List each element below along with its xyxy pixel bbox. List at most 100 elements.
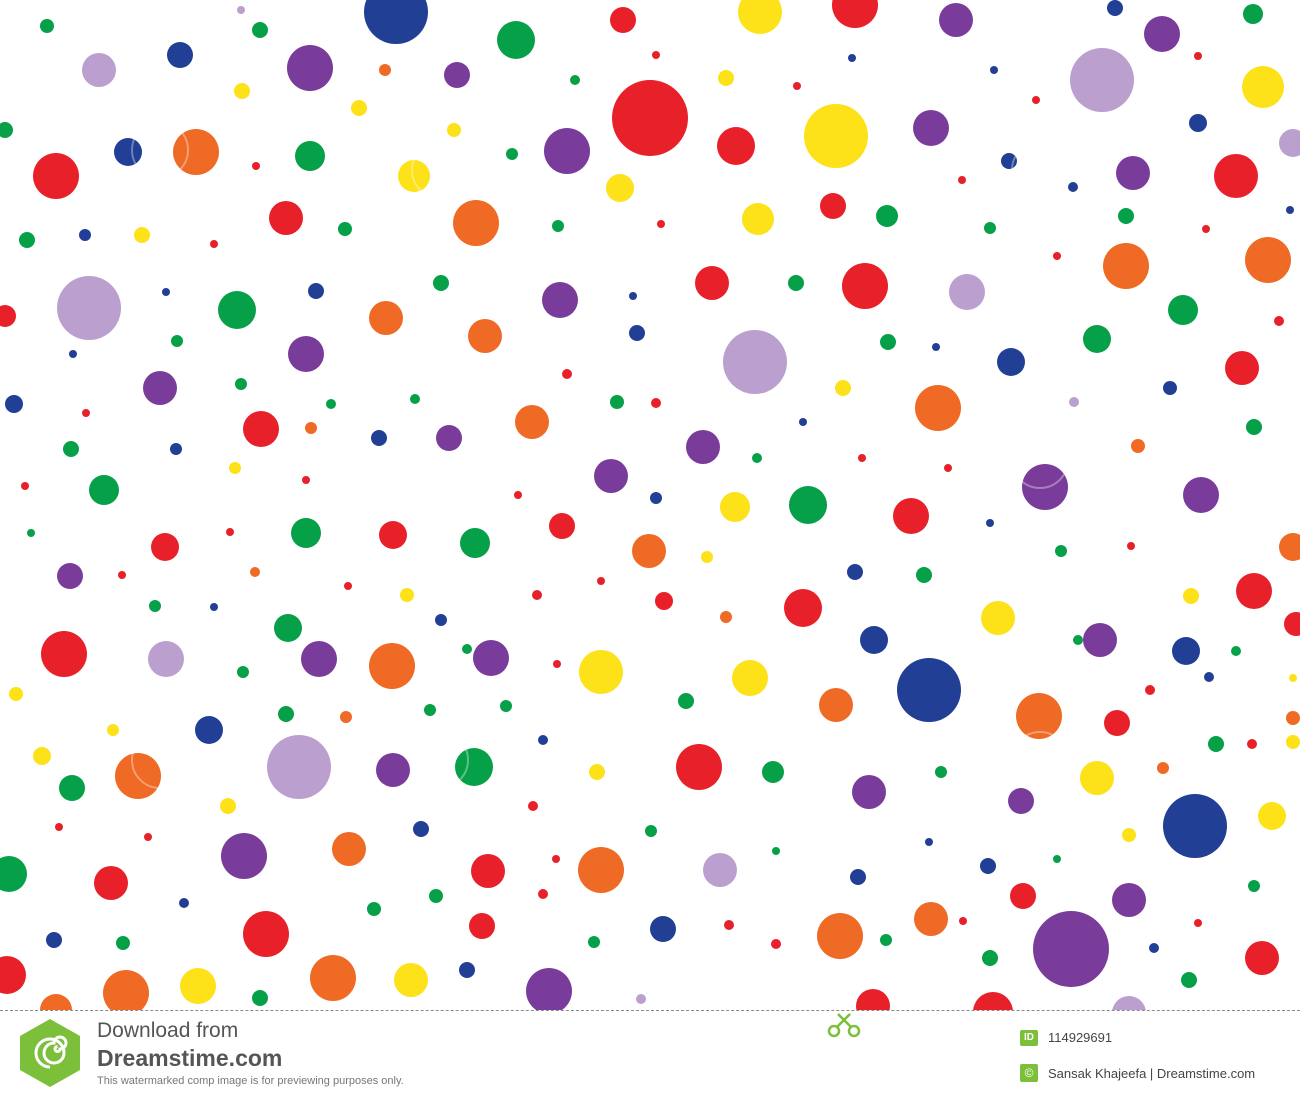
polka-dot <box>578 847 624 893</box>
polka-dot <box>562 369 572 379</box>
polka-dot <box>310 955 356 1001</box>
polka-dot <box>986 519 994 527</box>
polka-dot <box>1016 693 1062 739</box>
polka-dot <box>369 643 415 689</box>
polka-dot <box>701 551 713 563</box>
author-credit-text: Sansak Khajeefa | Dreamstime.com <box>1048 1066 1256 1081</box>
polka-dot <box>589 764 605 780</box>
polka-dot <box>723 330 787 394</box>
polka-dot <box>610 7 636 33</box>
polka-dot <box>252 162 260 170</box>
polka-dot <box>114 138 142 166</box>
polka-dot <box>1194 52 1202 60</box>
polka-dot <box>1070 48 1134 112</box>
polka-dot <box>234 83 250 99</box>
polka-dot <box>33 747 51 765</box>
polka-dot <box>1279 533 1300 561</box>
polka-dot <box>1245 941 1279 975</box>
polka-dot <box>981 601 1015 635</box>
polka-dot <box>939 3 973 37</box>
polka-dot <box>379 64 391 76</box>
polka-dot <box>1289 674 1297 682</box>
polka-dot <box>218 291 256 329</box>
polka-dot <box>847 564 863 580</box>
polka-dot <box>1183 477 1219 513</box>
polka-dot <box>40 19 54 33</box>
polka-dot <box>852 775 886 809</box>
polka-dot <box>552 220 564 232</box>
polka-dot <box>326 399 336 409</box>
polka-dot <box>1258 802 1286 830</box>
polka-dot <box>89 475 119 505</box>
polka-dot <box>226 528 234 536</box>
polka-dot <box>720 492 750 522</box>
polka-dot <box>473 640 509 676</box>
polka-dot <box>629 325 645 341</box>
polka-dot <box>1008 788 1034 814</box>
copyright-icon: © <box>1020 1064 1038 1082</box>
polka-dot <box>151 533 179 561</box>
polka-dot <box>799 418 807 426</box>
polka-dot <box>549 513 575 539</box>
polka-dot <box>462 644 472 654</box>
image-id-value: 114929691 <box>1048 1030 1113 1045</box>
polka-dot <box>55 823 63 831</box>
polka-dot <box>1274 316 1284 326</box>
polka-dot <box>1286 735 1300 749</box>
polka-dot <box>848 54 856 62</box>
polka-dot <box>632 534 666 568</box>
polka-dot <box>1144 16 1180 52</box>
polka-dot <box>453 200 499 246</box>
polka-dot <box>429 889 443 903</box>
polka-dot <box>1032 96 1040 104</box>
polka-dot <box>221 833 267 879</box>
polka-dot <box>629 292 637 300</box>
polka-dot <box>932 343 940 351</box>
polka-dot <box>27 529 35 537</box>
polka-dot <box>506 148 518 160</box>
polka-dot <box>1236 573 1272 609</box>
polka-dot <box>424 704 436 716</box>
polka-dot <box>59 775 85 801</box>
polka-dot <box>1127 542 1135 550</box>
polka-dot <box>1194 919 1202 927</box>
polka-dot <box>1168 295 1198 325</box>
polka-dot <box>717 127 755 165</box>
polka-dot <box>497 21 535 59</box>
watermark-swirl <box>1011 141 1069 199</box>
polka-dot <box>252 22 268 38</box>
polka-dot <box>651 398 661 408</box>
polka-dot <box>371 430 387 446</box>
polka-dot <box>570 75 580 85</box>
polka-dot <box>1214 154 1258 198</box>
polka-dot <box>832 0 878 28</box>
polka-dot <box>984 222 996 234</box>
polka-dot <box>1286 711 1300 725</box>
polka-dot <box>400 588 414 602</box>
polka-dot <box>173 129 219 175</box>
polka-dot <box>134 227 150 243</box>
polka-dot <box>82 53 116 87</box>
polka-dot <box>1149 943 1159 953</box>
polka-dot <box>455 748 493 786</box>
polka-dot <box>103 970 149 1010</box>
watermark-swirl <box>131 431 189 489</box>
polka-dot <box>269 201 303 235</box>
polka-dot <box>1033 911 1109 987</box>
polka-dot <box>789 486 827 524</box>
polka-dot <box>553 660 561 668</box>
polka-dot <box>1189 114 1207 132</box>
polka-dot <box>1069 397 1079 407</box>
polka-dot <box>686 430 720 464</box>
watermark-swirl <box>131 731 189 789</box>
polka-dot <box>880 934 892 946</box>
polka-dot <box>959 917 967 925</box>
polka-dot <box>79 229 91 241</box>
polka-dot <box>579 650 623 694</box>
polka-dot <box>990 66 998 74</box>
polka-dot <box>858 454 866 462</box>
polka-dot <box>148 641 184 677</box>
polka-dot <box>367 902 381 916</box>
polka-dot <box>1080 761 1114 795</box>
polka-dot <box>46 932 62 948</box>
